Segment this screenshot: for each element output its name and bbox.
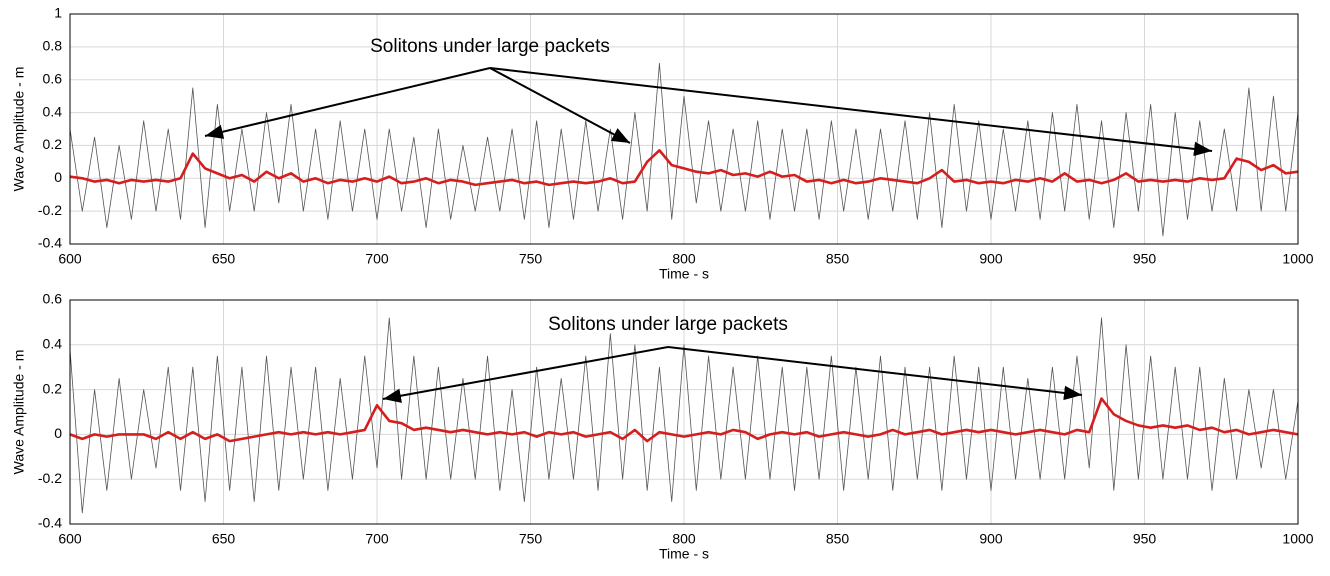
y-axis-label: Wave Amplitude - m	[11, 350, 27, 475]
x-tick-label: 1000	[1282, 251, 1313, 267]
x-tick-label: 650	[212, 251, 236, 267]
x-tick-label: 600	[58, 531, 82, 547]
y-tick-label: -0.4	[38, 515, 62, 531]
x-tick-label: 700	[365, 251, 389, 267]
y-tick-label: -0.2	[38, 470, 62, 486]
y-tick-label: 0	[54, 169, 62, 185]
y-tick-label: 0	[54, 425, 62, 441]
x-tick-label: 700	[365, 531, 389, 547]
x-tick-label: 600	[58, 251, 82, 267]
arrow	[489, 67, 1213, 157]
annotation: Solitons under large packets	[548, 314, 788, 335]
y-tick-label: 0.8	[43, 38, 63, 54]
x-tick-label: 800	[672, 531, 696, 547]
y-tick-label: 1	[54, 5, 62, 21]
x-tick-label: 900	[979, 531, 1003, 547]
x-tick-label: 750	[519, 251, 543, 267]
x-tick-label: 800	[672, 251, 696, 267]
x-tick-label: 850	[826, 251, 850, 267]
arrow	[667, 346, 1083, 401]
plot-frame	[69, 13, 1299, 245]
plot-frame	[69, 299, 1299, 525]
y-tick-label: 0.2	[43, 136, 63, 152]
series-line	[69, 62, 1299, 237]
y-tick-label: 0.6	[43, 70, 63, 86]
arrow	[489, 67, 631, 144]
x-tick-label: 950	[1133, 251, 1157, 267]
x-axis-label: Time - s	[659, 266, 709, 282]
y-tick-label: 0.4	[43, 336, 63, 352]
y-tick-label: -0.2	[38, 202, 62, 218]
x-axis-label: Time - s	[659, 546, 709, 562]
series-line	[69, 397, 1299, 443]
annotation-arrows	[204, 67, 1213, 403]
y-tick-label: 0.4	[43, 103, 63, 119]
panel: -0.4 -0.2 0 0.2 0.4 0.6 600 650 700 750 800 850 900 9…	[11, 291, 1314, 562]
y-axis-label: Wave Amplitude - m	[11, 67, 27, 192]
x-tick-label: 950	[1133, 531, 1157, 547]
y-tick-label: 0.2	[43, 380, 63, 396]
panel: -0.4 -0.2 0 0.2 0.4 0.6 0.8 1 600 650 700 750 800 850…	[11, 5, 1314, 282]
arrow	[204, 67, 491, 139]
y-tick-label: -0.4	[38, 235, 62, 251]
x-tick-label: 900	[979, 251, 1003, 267]
arrow	[382, 346, 669, 403]
x-tick-label: 850	[826, 531, 850, 547]
x-tick-label: 650	[212, 531, 236, 547]
series-line	[69, 149, 1299, 187]
x-tick-label: 750	[519, 531, 543, 547]
y-tick-label: 0.6	[43, 291, 63, 307]
x-tick-label: 1000	[1282, 531, 1313, 547]
annotation: Solitons under large packets	[370, 36, 610, 57]
